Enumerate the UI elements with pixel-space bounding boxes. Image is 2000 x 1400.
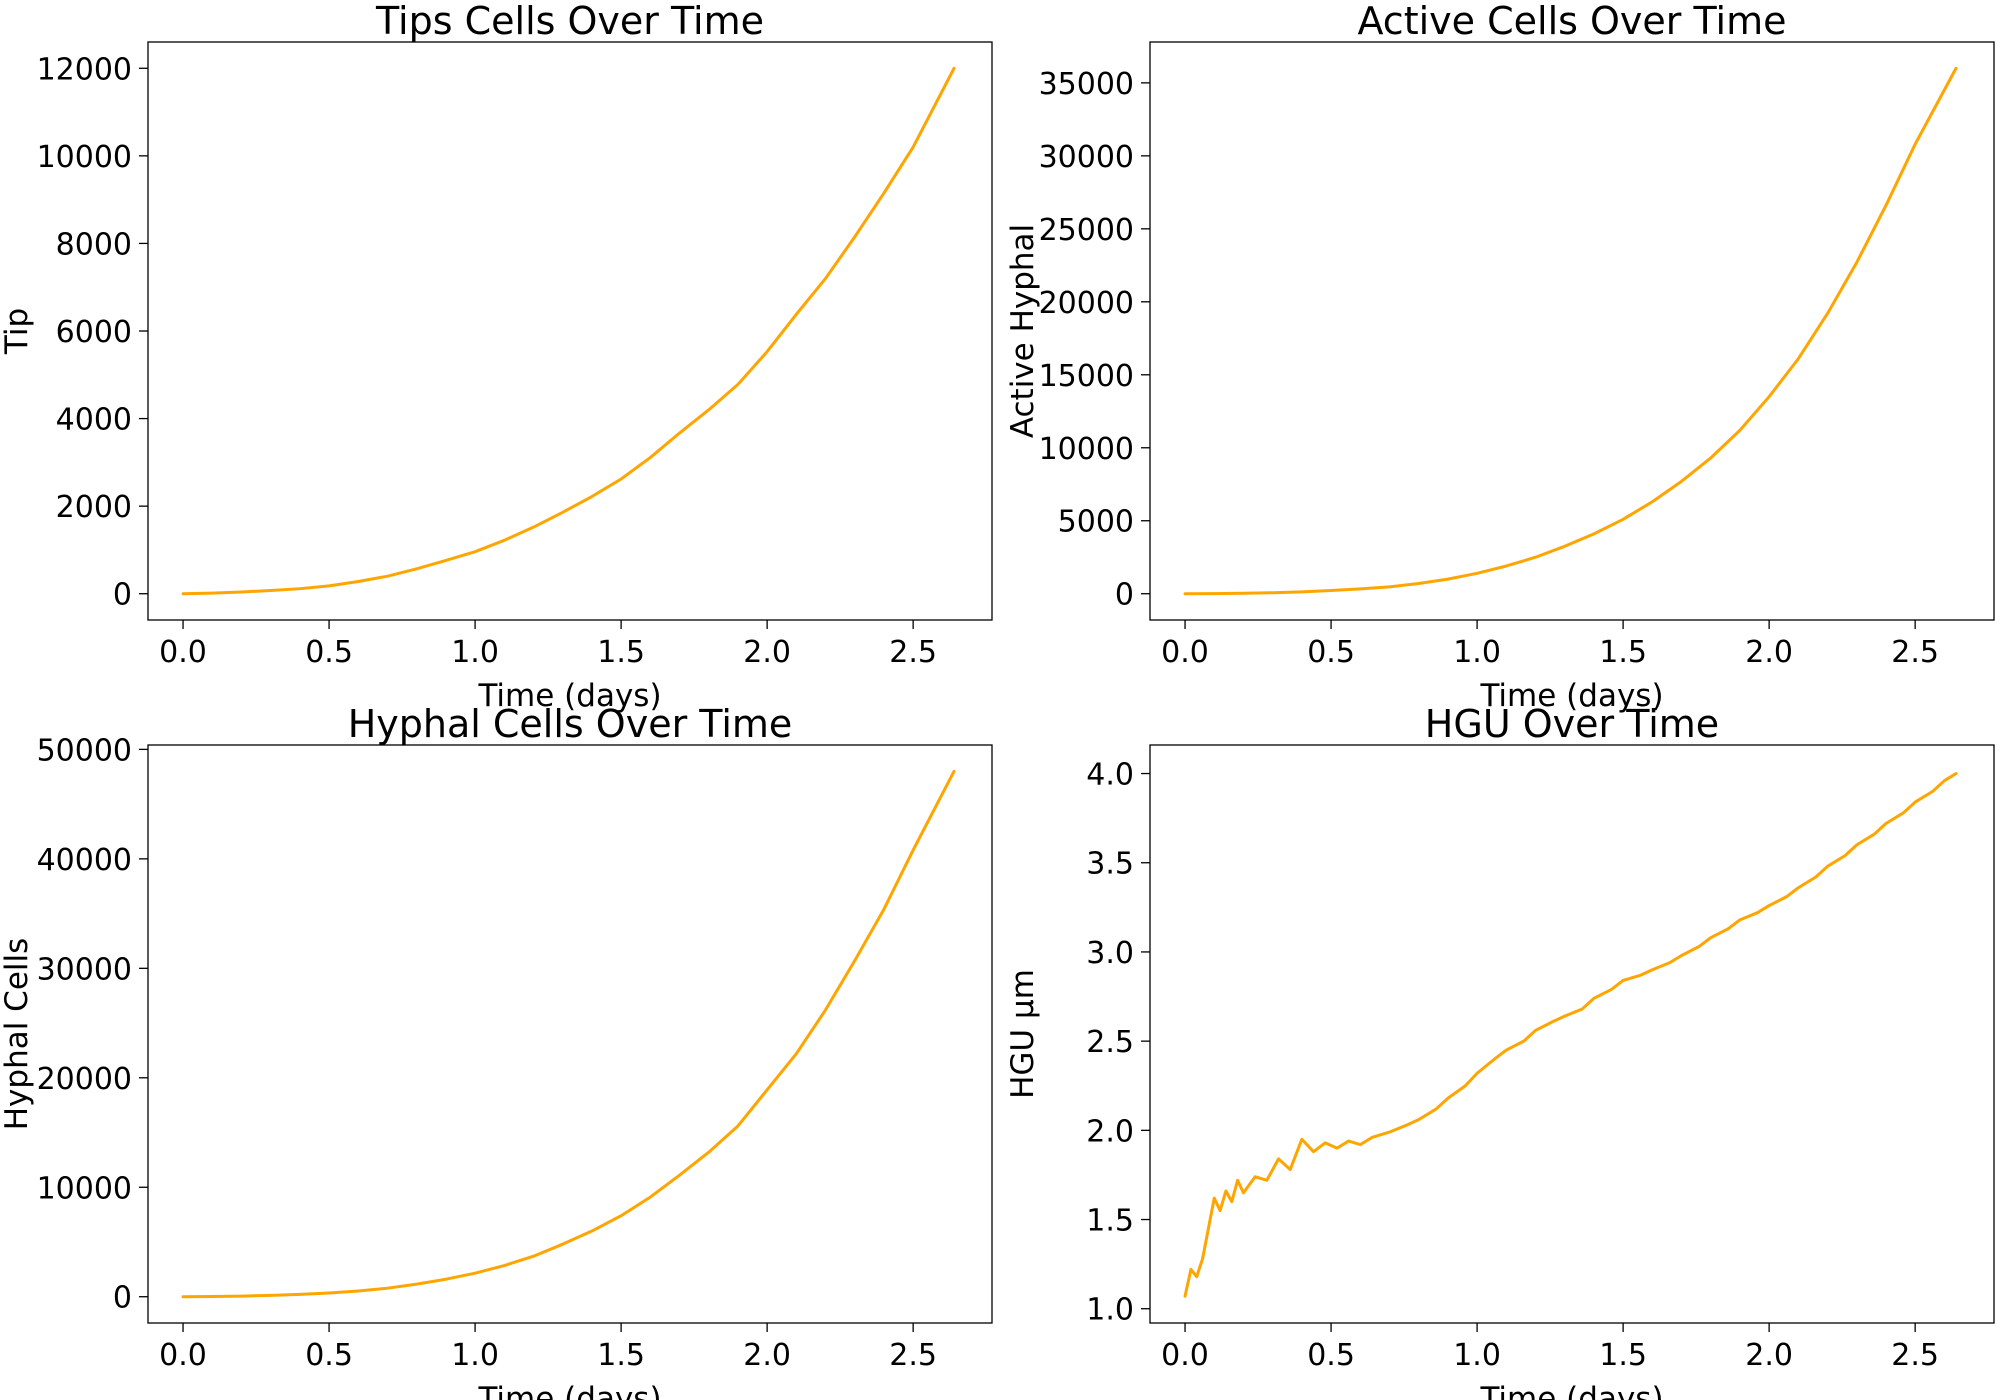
y-tick-label: 8000 — [56, 227, 132, 262]
series-line — [1183, 66, 1958, 596]
x-tick-label: 0.0 — [1161, 635, 1209, 670]
x-tick-label: 2.0 — [1745, 635, 1793, 670]
x-tick-label: 1.5 — [597, 1338, 645, 1373]
y-tick-label: 15000 — [1039, 359, 1134, 394]
x-tick-label: 2.5 — [889, 1338, 937, 1373]
y-axis-label: Active Hyphal — [1005, 224, 1041, 438]
y-axis-label: Tip — [0, 308, 35, 355]
y-tick-label: 4000 — [56, 403, 132, 438]
y-tick-label: 2000 — [56, 490, 132, 525]
y-tick-label: 20000 — [1039, 286, 1134, 321]
x-axis-label: Time (days) — [1479, 1381, 1663, 1400]
chart-title: Active Cells Over Time — [1357, 0, 1786, 43]
x-axis-label: Time (days) — [477, 1381, 661, 1400]
chart-title: Tips Cells Over Time — [375, 0, 764, 43]
y-tick-label: 2.5 — [1086, 1025, 1134, 1060]
y-tick-label: 30000 — [37, 952, 132, 987]
x-tick-label: 0.5 — [305, 1338, 353, 1373]
plot-frame — [147, 41, 993, 621]
x-tick-label: 2.0 — [743, 1338, 791, 1373]
x-tick-label: 2.0 — [1745, 1338, 1793, 1373]
x-tick-label: 2.0 — [743, 635, 791, 670]
x-tick-label: 1.0 — [1453, 635, 1501, 670]
subplot-hgu: 0.0 0.5 1.0 1.5 2.0 2.5 1.0 1.5 2.0 2.5 3.0 3.5 4.0 H… — [1005, 702, 1995, 1400]
x-tick-label: 0.5 — [305, 635, 353, 670]
y-tick-label: 0 — [113, 578, 132, 613]
x-tick-label: 1.5 — [1599, 1338, 1647, 1373]
x-axis-label: Time (days) — [477, 678, 661, 714]
x-tick-label: 1.5 — [597, 635, 645, 670]
y-axis-label: Hyphal Cells — [0, 938, 35, 1131]
subplot-hyphal: 0.0 0.5 1.0 1.5 2.0 2.5 0 10000 20000 30000 40000 5… — [0, 702, 993, 1400]
x-tick-label: 1.0 — [451, 635, 499, 670]
y-tick-label: 4.0 — [1086, 758, 1134, 793]
y-tick-label: 50000 — [37, 733, 132, 768]
x-tick-label: 0.0 — [159, 1338, 207, 1373]
y-tick-label: 10000 — [37, 1171, 132, 1206]
x-tick-label: 2.5 — [1891, 635, 1939, 670]
y-tick-label: 20000 — [37, 1062, 132, 1097]
y-axis-label: HGU µm — [1005, 969, 1041, 1099]
y-tick-label: 25000 — [1039, 213, 1134, 248]
x-tick-label: 1.0 — [451, 1338, 499, 1373]
y-tick-label: 40000 — [37, 843, 132, 878]
y-tick-label: 0 — [113, 1281, 132, 1316]
series-line — [181, 769, 956, 1299]
y-tick-label: 6000 — [56, 315, 132, 350]
x-tick-label: 0.5 — [1307, 635, 1355, 670]
chart-title: Hyphal Cells Over Time — [348, 702, 793, 746]
plot-frame — [1149, 41, 1995, 621]
y-tick-label: 12000 — [37, 52, 132, 87]
series-line — [181, 66, 956, 596]
x-tick-label: 1.5 — [1599, 635, 1647, 670]
x-tick-label: 2.5 — [889, 635, 937, 670]
y-tick-label: 3.5 — [1086, 847, 1134, 882]
y-tick-label: 30000 — [1039, 140, 1134, 175]
y-tick-label: 0 — [1115, 578, 1134, 613]
y-tick-label: 2.0 — [1086, 1114, 1134, 1149]
y-tick-label: 35000 — [1039, 67, 1134, 102]
x-tick-label: 0.0 — [159, 635, 207, 670]
y-tick-label: 1.5 — [1086, 1204, 1134, 1239]
series-line — [1183, 772, 1958, 1298]
subplot-tips: 0.0 0.5 1.0 1.5 2.0 2.5 0 2000 4000 6000 8000 10000… — [0, 0, 993, 714]
x-tick-label: 2.5 — [1891, 1338, 1939, 1373]
plot-frame — [1149, 744, 1995, 1324]
x-axis-label: Time (days) — [1479, 678, 1663, 714]
chart-title: HGU Over Time — [1425, 702, 1719, 746]
plot-frame — [147, 744, 993, 1324]
x-tick-label: 1.0 — [1453, 1338, 1501, 1373]
y-tick-label: 5000 — [1058, 505, 1134, 540]
y-tick-label: 1.0 — [1086, 1293, 1134, 1328]
y-tick-label: 10000 — [37, 140, 132, 175]
subplot-active: 0.0 0.5 1.0 1.5 2.0 2.5 0 5000 10000 15000 20000 25… — [1005, 0, 1995, 714]
y-tick-label: 3.0 — [1086, 936, 1134, 971]
x-tick-label: 0.5 — [1307, 1338, 1355, 1373]
x-tick-label: 0.0 — [1161, 1338, 1209, 1373]
y-tick-label: 10000 — [1039, 432, 1134, 467]
